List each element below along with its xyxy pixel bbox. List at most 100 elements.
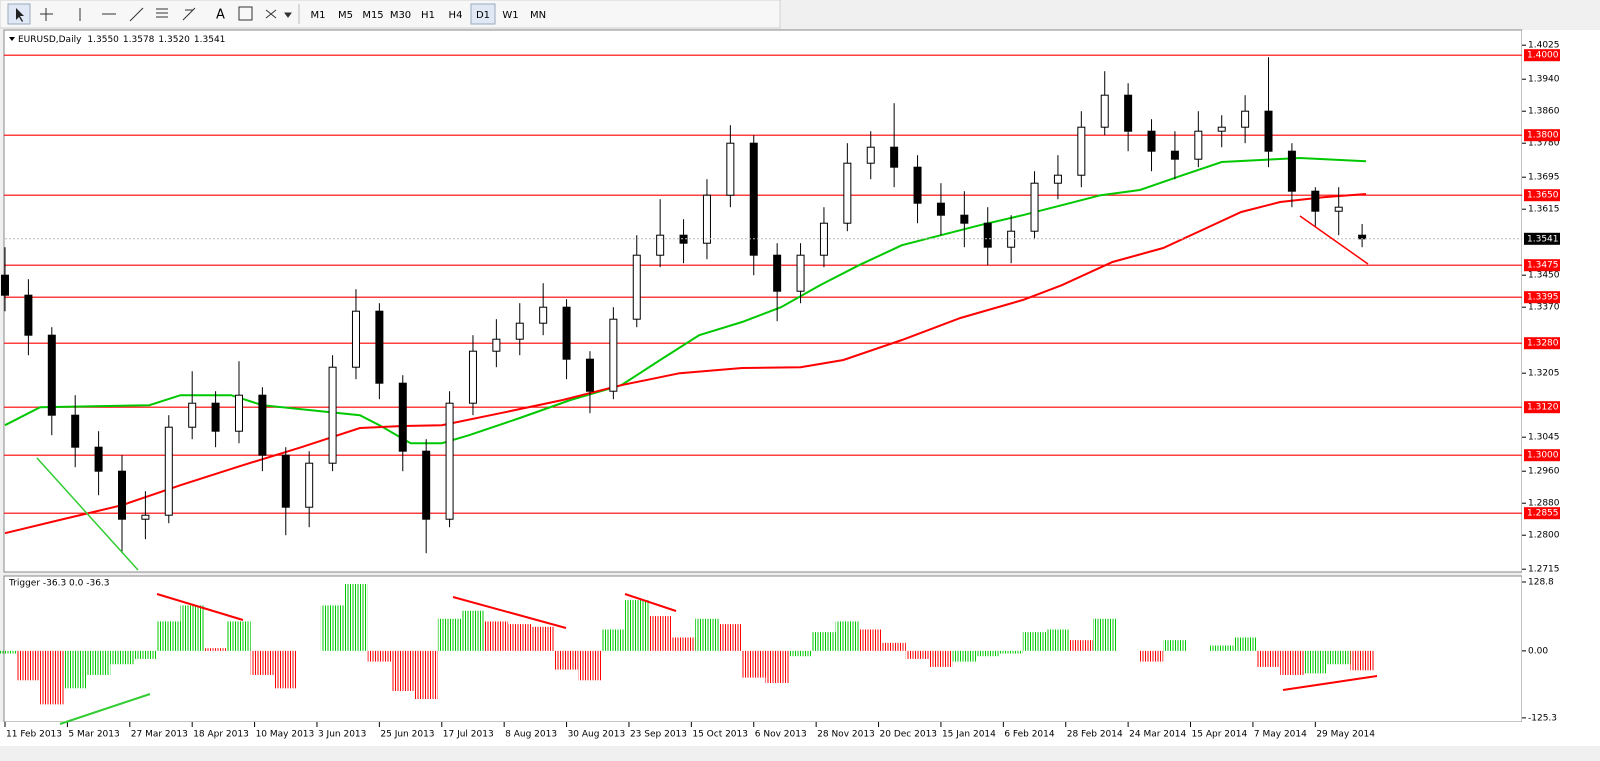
histogram-bar: [812, 632, 836, 651]
x-tick-label: 7 May 2014: [1254, 730, 1307, 740]
fibo-tool[interactable]: [182, 7, 196, 21]
histogram-bar: [484, 621, 509, 651]
histogram-bar: [180, 605, 204, 651]
indicator-title: Trigger -36.3 0.0 -36.3: [8, 579, 110, 589]
level-label: 1.4000: [1527, 51, 1559, 61]
y-tick-label: 128.8: [1528, 577, 1554, 587]
candle-body: [1241, 110, 1250, 128]
level-tag: [1524, 449, 1560, 462]
divergence-line: [59, 693, 151, 725]
histogram-bar: [86, 650, 111, 675]
x-tick-label: 11 Feb 2013: [6, 730, 62, 740]
text-tool[interactable]: A: [216, 8, 225, 23]
x-tick-label: 3 Jun 2013: [318, 730, 366, 740]
histogram-bar: [976, 650, 1000, 657]
candle-body: [1311, 190, 1320, 212]
histogram-bar: [367, 650, 392, 662]
x-tick-label: 30 Aug 2013: [568, 730, 626, 740]
price-axis: [1522, 30, 1600, 722]
x-tick-label: 27 Mar 2013: [131, 730, 188, 740]
crosshair-tool[interactable]: [40, 8, 53, 21]
timeframe-button[interactable]: M30: [390, 10, 411, 21]
candle-body: [1217, 126, 1226, 132]
channel-tool[interactable]: [156, 8, 168, 18]
histogram-bar: [63, 650, 87, 689]
timeframe-button[interactable]: H4: [449, 10, 463, 21]
histogram-bar: [1303, 650, 1328, 674]
candle-body: [773, 254, 782, 292]
divergence-line: [156, 593, 244, 621]
histogram-bar: [16, 650, 41, 681]
timeframe-button[interactable]: M15: [362, 10, 383, 21]
candle-body: [71, 414, 80, 448]
histogram-bar: [0, 650, 17, 654]
histogram-bar: [671, 637, 696, 651]
low-value: 1.3520: [158, 35, 190, 45]
candle-body: [1053, 174, 1062, 184]
y-tick-label: 1.4025: [1528, 41, 1560, 51]
histogram-bar: [905, 650, 930, 659]
histogram-bar: [929, 650, 953, 667]
timeframe-button[interactable]: H1: [421, 10, 435, 21]
last-price-tag: [1524, 232, 1560, 245]
histogram-bar: [203, 648, 228, 651]
indicator-panel: [3, 575, 1523, 723]
timeframe-button[interactable]: M5: [338, 10, 353, 21]
histogram-bar: [1022, 632, 1047, 651]
y-tick-label: 1.3205: [1528, 369, 1560, 379]
histogram-bar: [601, 629, 626, 651]
y-tick-label: 1.2800: [1528, 531, 1560, 541]
level-tag: [1524, 129, 1560, 142]
candle-body: [819, 222, 828, 256]
x-tick-label: 5 Mar 2013: [68, 730, 119, 740]
level-tag: [1524, 507, 1560, 520]
y-tick-label: -125.3: [1528, 713, 1557, 723]
histogram-bar: [1210, 645, 1234, 651]
candle-body: [890, 146, 899, 168]
candle-body: [562, 306, 571, 360]
level-tag: [1524, 49, 1560, 62]
candle-body: [749, 142, 758, 256]
candle-body: [351, 310, 360, 368]
histogram-bar: [110, 650, 134, 665]
toolbar: A: [0, 0, 781, 29]
label-tool[interactable]: [238, 6, 253, 21]
timeframe-button[interactable]: D1: [476, 10, 490, 21]
collapse-icon: [9, 37, 15, 41]
histogram-bar: [952, 650, 977, 662]
candle-body: [983, 222, 992, 248]
y-tick-label: 1.2880: [1528, 499, 1560, 509]
level-tag: [1524, 291, 1560, 304]
x-tick-label: 15 Apr 2014: [1192, 730, 1248, 740]
histogram-bar: [40, 650, 64, 705]
candle-body: [609, 318, 618, 392]
level-label: 1.3475: [1527, 261, 1559, 271]
symbol: EURUSD,Daily: [18, 35, 82, 45]
trendline-tool[interactable]: [129, 7, 144, 22]
divergence-line: [1282, 675, 1378, 691]
histogram-bar: [157, 621, 181, 651]
histogram-bar: [227, 621, 251, 651]
histogram-bar: [648, 616, 672, 651]
y-tick-label: 1.3940: [1528, 75, 1560, 85]
candle-body: [913, 166, 922, 204]
y-tick-label: 1.2715: [1528, 565, 1560, 575]
timeframe-button[interactable]: MN: [530, 10, 546, 21]
histogram-bar: [414, 650, 438, 700]
open-value: 1.3550: [87, 35, 119, 45]
level-tag: [1524, 259, 1560, 272]
candle-body: [843, 162, 852, 224]
y-tick-label: 1.3615: [1528, 205, 1560, 215]
candle-body: [515, 322, 524, 340]
timeframe-button[interactable]: M1: [311, 10, 326, 21]
candle-body: [445, 402, 454, 520]
trend-line: [36, 457, 139, 571]
candle-body: [492, 338, 501, 352]
arrows-tool[interactable]: [265, 9, 292, 19]
plot: M1 M5 M15 M30 H1 H4 D1 W1 MN 1.4025 1.3940 1.3860 1.…: [0, 3, 1560, 740]
candle-body: [211, 402, 220, 432]
candle-body: [539, 306, 548, 324]
histogram-bar: [274, 650, 298, 689]
timeframe-button[interactable]: W1: [502, 10, 518, 21]
candle-body: [632, 254, 641, 320]
